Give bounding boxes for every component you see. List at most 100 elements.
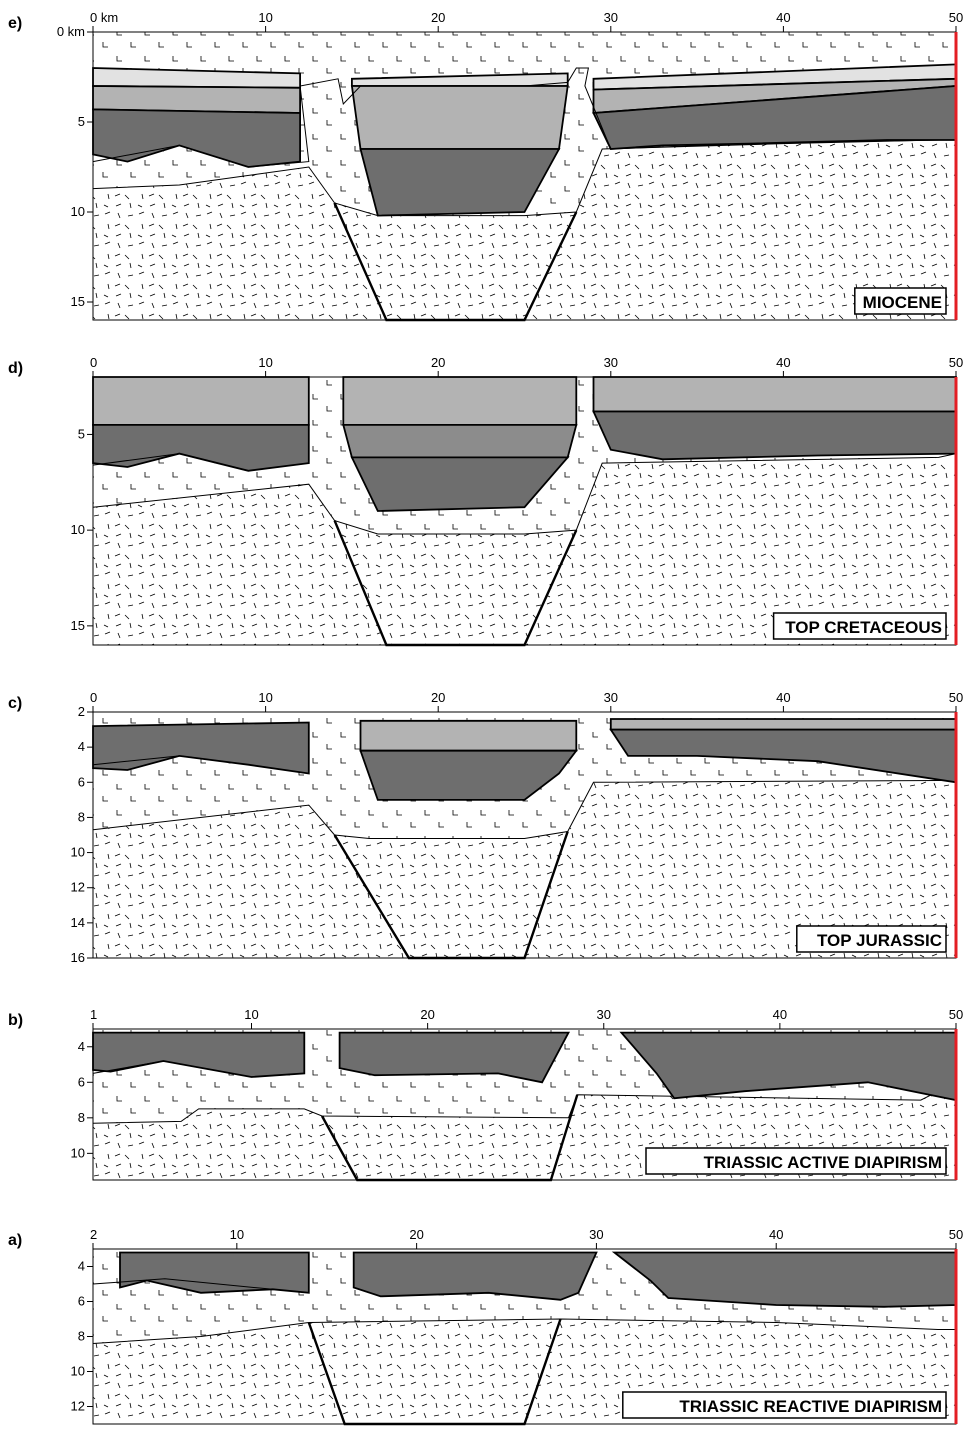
x-tick-label: 0 km [90,10,118,25]
basement-pattern [93,140,956,320]
sediment-unit [342,423,578,459]
y-tick-label: 10 [71,204,85,219]
sediment-unit [350,85,569,150]
salt-top-line [92,67,956,168]
stage-label: TOP CRETACEOUS [785,618,942,637]
x-tick-label: 30 [604,355,618,370]
y-tick-label: 10 [71,1364,85,1379]
y-tick-label: 14 [71,915,85,930]
panel-letter: c) [8,695,22,712]
stage-label: TRIASSIC ACTIVE DIAPIRISM [704,1153,942,1172]
y-tick-label: 15 [71,294,85,309]
y-tick-label: 5 [78,426,85,441]
y-tick-label: 10 [71,845,85,860]
sediment-unit [352,1251,598,1301]
panel-d: 0 10 20 30 40 50 5 10 15 d) TOP CRETACEOUS [8,355,963,647]
stage-label-box [854,287,947,315]
y-tick-label: 2 [78,704,85,719]
salt-top-line [92,453,309,472]
x-tick-label: 30 [604,690,618,705]
x-tick-label: 50 [949,1227,963,1242]
x-tick-label: 40 [776,355,790,370]
y-tick-label: 4 [78,739,85,754]
y-tick-label: 8 [78,1110,85,1125]
x-tick-label: 30 [604,10,618,25]
sediment-unit [119,1251,310,1294]
salt-top-line [92,755,309,774]
x-tick-label: 0 [90,690,97,705]
y-tick-label: 10 [71,522,85,537]
stage-label-box [622,1391,947,1419]
sediment-unit [359,148,561,217]
y-tick-label: 6 [78,774,85,789]
salt-top-line [92,1278,309,1294]
sediment-unit [342,376,578,426]
salt-top-line [92,1060,305,1078]
x-tick-label: 50 [949,690,963,705]
y-tick-label: 16 [71,950,85,965]
x-tick-label: 0 [90,355,97,370]
y-tick-label: 8 [78,809,85,824]
y-tick-label: 15 [71,618,85,633]
x-tick-label: 20 [431,355,445,370]
x-tick-label: 2 [90,1227,97,1242]
stage-label-box [796,925,947,953]
fault-line [333,520,578,647]
y-tick-label: 6 [78,1294,85,1309]
x-tick-label: 20 [420,1007,434,1022]
y-tick-label: 5 [78,114,85,129]
y-tick-label: 12 [71,880,85,895]
x-tick-label: 50 [949,1007,963,1022]
y-tick-label: 12 [71,1399,85,1414]
stage-label-box [645,1147,947,1175]
x-tick-label: 1 [90,1007,97,1022]
y-tick-label: 0 km [57,24,85,39]
x-tick-label: 50 [949,10,963,25]
panel-b: 1 10 20 30 40 50 4 6 8 10 b) TRIASSIC ACTIVE DIAPIR… [8,1007,963,1182]
x-tick-label: 30 [589,1227,603,1242]
sediment-unit [338,1031,570,1084]
panel-letter: a) [8,1232,22,1249]
sediment-unit [92,376,310,426]
fault-line [307,1318,562,1426]
x-tick-label: 50 [949,355,963,370]
stage-label-box [772,612,947,640]
sediment-unit [350,456,570,512]
panel-a: 2 10 20 30 40 50 4 6 8 10 12 a) TRIASSIC REACTIVE DI… [8,1227,963,1426]
y-tick-label: 6 [78,1074,85,1089]
x-tick-label: 10 [244,1007,258,1022]
y-tick-label: 8 [78,1329,85,1344]
panel-letter: e) [8,15,22,32]
x-tick-label: 10 [258,355,272,370]
y-tick-label: 10 [71,1145,85,1160]
panel-e: 0 km 10 20 30 40 50 0 km 5 10 15 e) MIOCENE [8,10,963,322]
x-tick-label: 40 [776,690,790,705]
sediment-unit [609,718,957,731]
sediment-unit [92,85,302,114]
stage-label: TRIASSIC REACTIVE DIAPIRISM [679,1397,942,1416]
y-tick-label: 4 [78,1259,85,1274]
x-tick-label: 40 [769,1227,783,1242]
fault-line [333,831,569,960]
basement-pattern [93,780,956,958]
panel-letter: b) [8,1012,23,1029]
x-tick-label: 10 [258,690,272,705]
panel-letter: d) [8,360,23,377]
stage-label: MIOCENE [863,293,942,312]
x-tick-label: 20 [431,10,445,25]
x-tick-label: 40 [776,10,790,25]
x-tick-label: 20 [409,1227,423,1242]
stage-label: TOP JURASSIC [817,931,942,950]
sediment-unit [359,749,579,801]
basement-pattern [93,453,956,645]
fault-line [333,202,578,322]
fault-line [320,1094,579,1182]
x-tick-label: 10 [230,1227,244,1242]
panel-c: 0 10 20 30 40 50 2 4 6 8 10 12 14 16 c) TOP JURASSIC [8,690,963,965]
sediment-unit [359,719,578,752]
x-tick-label: 30 [597,1007,611,1022]
x-tick-label: 40 [773,1007,787,1022]
x-tick-label: 10 [258,10,272,25]
sediment-unit [592,376,957,413]
